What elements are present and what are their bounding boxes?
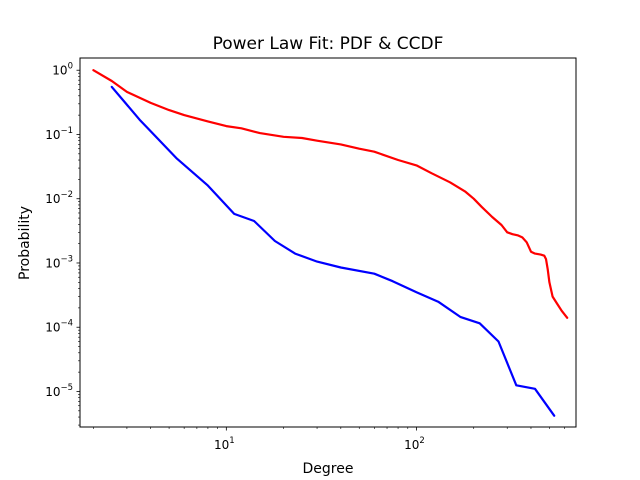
plot-series [92,69,569,417]
y-axis-label: Probability [17,206,33,280]
plot-frame [79,57,577,428]
x-tick-label-1: 102 [404,436,425,452]
y-tick-label-5: 100 [52,62,73,78]
y-tick-label-0: 10−5 [45,383,73,399]
y-tick-label-2: 10−3 [45,254,73,270]
y-tick-label-4: 10−1 [45,126,73,142]
y-axis-ticks: 10−5 10−4 10−3 10−2 10−1 100 [45,62,80,426]
x-axis-label: Degree [303,461,354,477]
y-tick-label-3: 10−2 [45,190,73,206]
x-axis-ticks: 101 102 [93,427,565,452]
x-tick-label-0: 101 [214,436,235,452]
series-line-1 [110,85,556,417]
chart-title: Power Law Fit: PDF & CCDF [213,34,444,54]
y-tick-label-1: 10−4 [45,319,73,335]
series-line-0 [92,69,569,319]
